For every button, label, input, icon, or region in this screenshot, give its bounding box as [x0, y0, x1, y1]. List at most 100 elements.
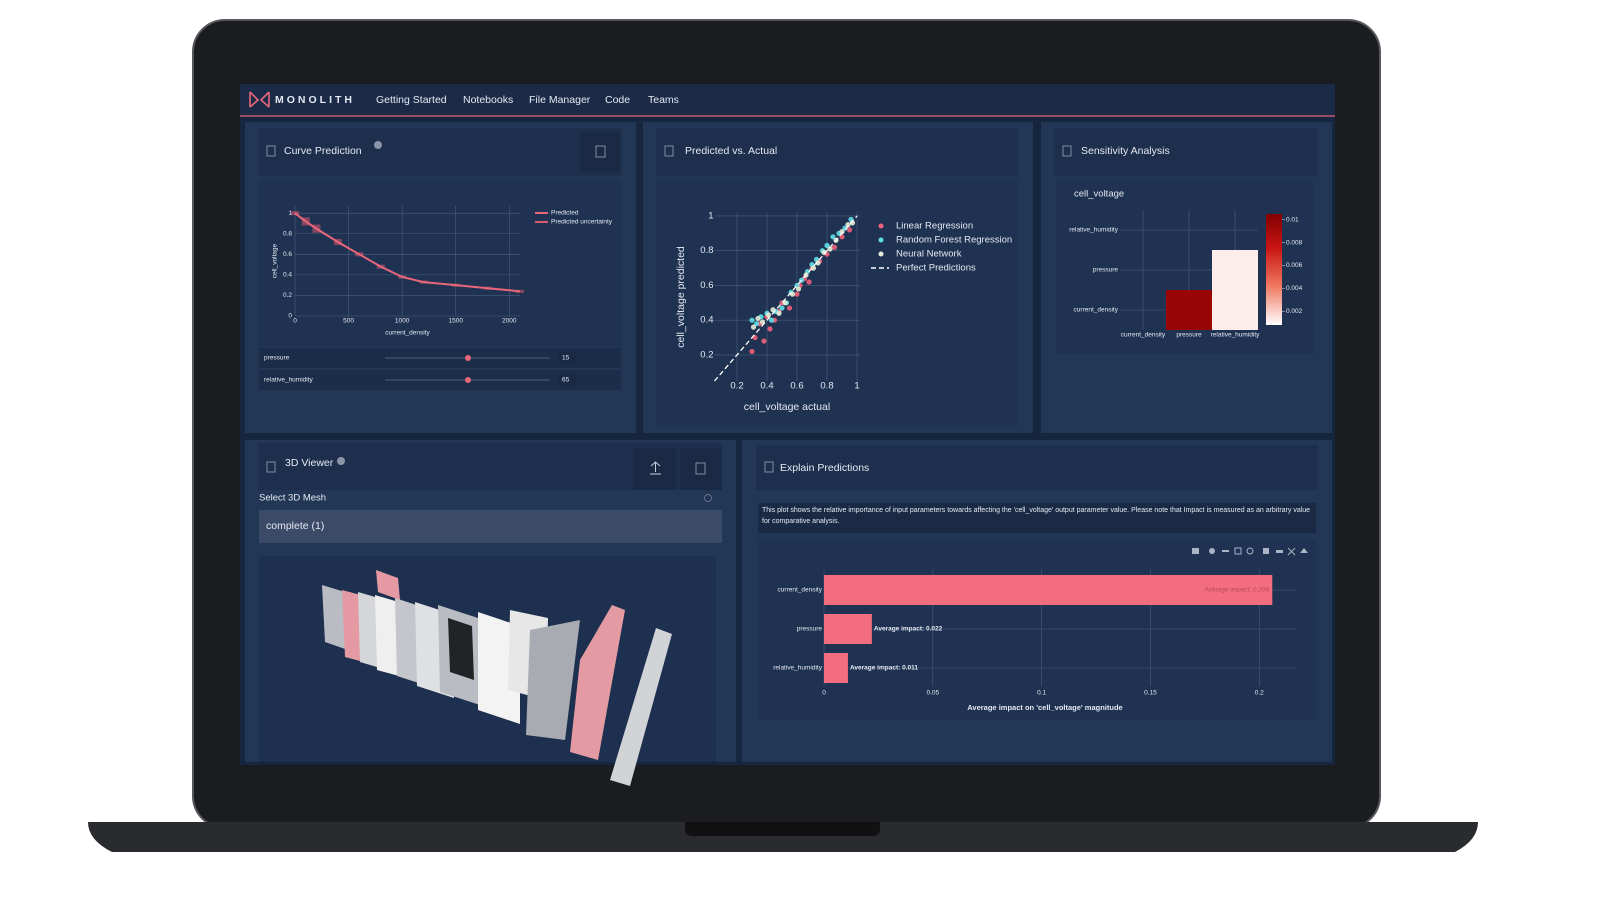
- slider-value-box: [558, 374, 576, 386]
- x-tick-label: 2000: [502, 318, 517, 325]
- x-tick-label: 1000: [395, 318, 410, 325]
- scatter-point: [776, 310, 782, 316]
- slider-handle[interactable]: [465, 377, 471, 383]
- doc-icons: [266, 145, 1072, 473]
- x-tick-label: 0.4: [760, 381, 773, 392]
- slider-value-box: [558, 352, 576, 364]
- y-tick-label: pressure: [1093, 267, 1119, 274]
- y-tick-label: 0.4: [283, 272, 292, 279]
- x-tick-label: 0.15: [1144, 690, 1157, 697]
- value-label: Average impact: 0.022: [874, 626, 943, 633]
- mesh-select-value: complete (1): [266, 520, 324, 532]
- chart-area: [258, 180, 622, 346]
- panel-header: [258, 128, 622, 176]
- plot-toolbar[interactable]: [1192, 547, 1308, 556]
- nav-bar: [240, 84, 1335, 115]
- bar: [824, 575, 1273, 605]
- scatter-point: [845, 222, 851, 228]
- scatter-point: [786, 305, 793, 311]
- x-tick-label: pressure: [1176, 332, 1202, 339]
- scatter-point: [830, 234, 836, 240]
- panel-title: 3D Viewer: [285, 457, 334, 469]
- nav-item[interactable]: File Manager: [529, 94, 591, 106]
- scatter-point: [824, 242, 830, 249]
- nav-item[interactable]: Getting Started: [376, 94, 447, 106]
- x-axis-label: current_density: [385, 330, 430, 337]
- colorbar-tick-label: 0.006: [1286, 262, 1303, 269]
- notes-button[interactable]: [580, 132, 620, 172]
- colorbar-tick-label: 0.002: [1286, 308, 1303, 315]
- y-tick-label: current_density: [778, 587, 823, 594]
- info-icon[interactable]: [337, 457, 345, 465]
- mesh-select[interactable]: [259, 510, 722, 543]
- info-icon[interactable]: [374, 141, 382, 149]
- value-label: Average impact: 0.011: [850, 665, 918, 672]
- scatter-point: [767, 326, 773, 332]
- description-box: [758, 503, 1316, 533]
- legend-label: Perfect Predictions: [896, 263, 976, 274]
- heatmap-cell: [1166, 290, 1212, 330]
- scatter-point: [849, 220, 856, 226]
- slider-handle[interactable]: [465, 355, 471, 361]
- scatter-point: [749, 317, 755, 323]
- info-icon[interactable]: [704, 494, 712, 502]
- y-tick-label: 0.2: [700, 349, 713, 360]
- y-tick-label: 0.6: [700, 280, 713, 291]
- slider-value: 15: [562, 355, 570, 362]
- scatter-point: [839, 229, 845, 235]
- nav-item[interactable]: Code: [605, 94, 630, 106]
- x-tick-label: 1500: [448, 318, 463, 325]
- y-tick-label: pressure: [797, 626, 823, 633]
- notes-button[interactable]: [680, 448, 722, 490]
- slider-label: relative_humidity: [264, 377, 314, 384]
- scatter-point: [795, 286, 802, 292]
- nav-item[interactable]: Notebooks: [463, 94, 513, 106]
- scatter-point: [794, 291, 800, 297]
- scatter-point: [815, 260, 821, 266]
- nav-item[interactable]: Teams: [648, 94, 679, 106]
- heatmap-cell: [1212, 290, 1258, 330]
- panel-header: [756, 445, 1318, 490]
- x-tick-label: 0: [822, 690, 826, 697]
- x-tick-label: 0.2: [730, 381, 743, 392]
- panel-title: Curve Prediction: [284, 145, 362, 157]
- y-tick-label: current_density: [1074, 307, 1119, 314]
- legend-label: Random Forest Regression: [896, 235, 1012, 246]
- laptop-notch: [685, 822, 880, 836]
- legend-swatch: [878, 223, 884, 229]
- panel-header: [656, 128, 1018, 176]
- panel-title: Explain Predictions: [780, 462, 869, 474]
- y-tick-label: 0.6: [283, 251, 292, 258]
- scatter-point: [753, 321, 760, 327]
- y-tick-label: relative_humidity: [1069, 227, 1119, 234]
- scatter-point: [765, 312, 772, 318]
- scatter-point: [846, 227, 853, 233]
- panel-title: Predicted vs. Actual: [685, 145, 777, 157]
- nav-items: Getting Started Notebooks File Manager Code…: [376, 94, 679, 106]
- y-axis-label: cell_voltage predicted: [675, 246, 687, 348]
- y-tick-label: relative_humidity: [773, 665, 823, 672]
- mesh-parts: [322, 570, 672, 786]
- scatter-point: [761, 338, 767, 344]
- x-tick-label: relative_humidity: [1211, 332, 1261, 339]
- panel-header: [1054, 128, 1318, 176]
- laptop-base: [88, 822, 1478, 852]
- perfect-line: [714, 215, 858, 382]
- predicted-line: [294, 212, 521, 293]
- panel-title: Sensitivity Analysis: [1081, 145, 1170, 157]
- y-tick-label: 0.8: [700, 245, 713, 256]
- notes-icon: [595, 145, 606, 158]
- scatter-point: [821, 249, 827, 256]
- scatter-point: [806, 279, 812, 285]
- y-tick-label: 0.2: [283, 292, 292, 299]
- x-tick-label: 0.8: [820, 381, 833, 392]
- scatter-point: [768, 317, 775, 323]
- x-tick-label: 0.6: [790, 381, 803, 392]
- chart-area: [656, 180, 1018, 425]
- y-tick-label: 1: [708, 210, 713, 221]
- x-tick-label: 0.1: [1037, 690, 1046, 697]
- brand: MONOLITH: [275, 94, 355, 106]
